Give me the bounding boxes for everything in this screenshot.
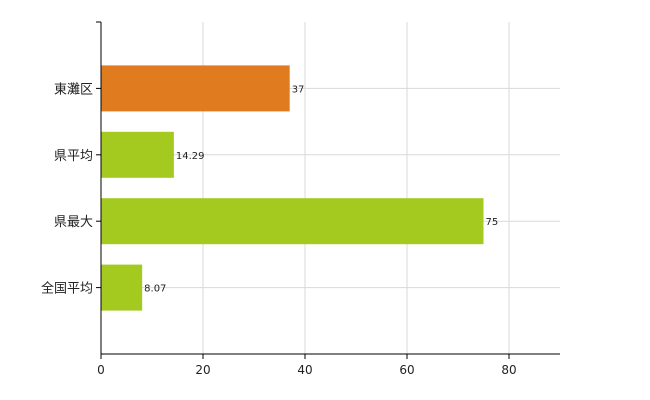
bar <box>101 198 484 245</box>
bar <box>101 65 290 112</box>
bar <box>101 131 174 178</box>
data-label: 14.29 <box>176 151 205 162</box>
axes <box>96 21 560 359</box>
bars <box>101 65 484 311</box>
x-tick-label: 40 <box>297 363 312 377</box>
category-label: 県平均 <box>54 149 93 164</box>
x-tick-label: 0 <box>97 363 105 377</box>
data-label: 75 <box>486 217 499 228</box>
x-tick-label: 20 <box>195 363 210 377</box>
data-label: 8.07 <box>144 284 166 295</box>
bar <box>101 264 143 311</box>
category-label: 東灘区 <box>54 81 93 97</box>
category-label: 全国平均 <box>41 281 93 297</box>
category-label: 県最大 <box>54 215 93 230</box>
x-tick-label: 80 <box>501 363 516 377</box>
x-tick-label: 60 <box>399 363 414 377</box>
labels: 0 20 40 60 80 東灘区 37 県平均 14.29 県最大 75 全国平均 8.07 <box>41 81 517 377</box>
data-label: 37 <box>292 84 305 95</box>
